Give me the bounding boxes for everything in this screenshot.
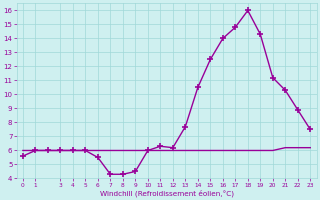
X-axis label: Windchill (Refroidissement éolien,°C): Windchill (Refroidissement éolien,°C) [100, 189, 234, 197]
